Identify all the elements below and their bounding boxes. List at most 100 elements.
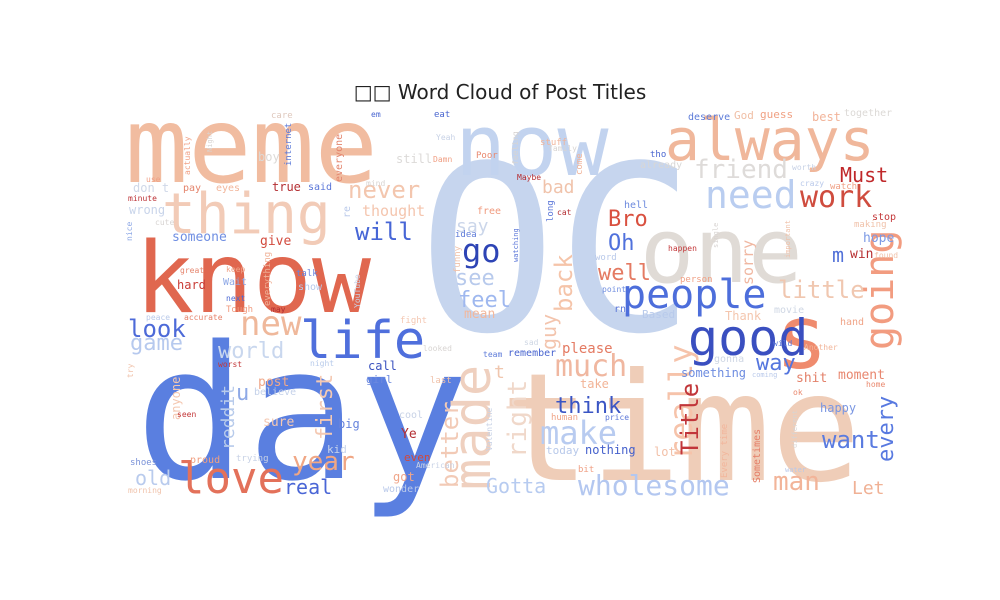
word-hope: hope [863, 231, 894, 246]
word-actually: actually [183, 136, 192, 175]
word-word: word [595, 253, 617, 263]
word-something: something [681, 366, 746, 380]
word-trying: trying [236, 454, 269, 464]
word-may: may [271, 305, 286, 314]
word-still: still [396, 152, 432, 166]
word-much: much [555, 349, 627, 384]
word-one: one [640, 199, 803, 304]
word-win: win [850, 247, 873, 262]
word-nothing: nothing [585, 443, 636, 457]
word-youtube: YouTube [353, 274, 362, 308]
word-sometimes: Sometimes [752, 429, 763, 483]
word-big: big [338, 417, 360, 431]
word-hard: hard [177, 278, 206, 292]
word-love: love [178, 453, 284, 504]
word-stuff: stuff [540, 138, 567, 148]
word-true: true [272, 180, 301, 194]
word-tough: Tough [226, 305, 253, 315]
word-reddit: reddit [218, 385, 239, 450]
word-free: free [477, 206, 501, 217]
word-already: already [640, 160, 682, 171]
word-stop: stop [872, 212, 896, 223]
word-year: year [292, 447, 355, 477]
word-best: best [812, 110, 841, 124]
word-happen: happen [668, 244, 697, 253]
word-friend: friend [694, 155, 788, 185]
word-last: last [430, 376, 452, 386]
word-idea: idea [455, 230, 477, 240]
word-guy: guy [537, 314, 561, 350]
word-girl: girl [366, 373, 393, 386]
word-sad: sad [524, 338, 539, 347]
word-believe: believe [254, 387, 296, 398]
word-going: going [857, 230, 903, 350]
word-wholesome: wholesome [578, 469, 730, 502]
word-every: every [874, 396, 899, 462]
word-feeling: feeling [511, 131, 520, 165]
word-wait: Wait [223, 277, 247, 288]
word-game: game [130, 331, 183, 356]
word-will: will [355, 218, 413, 246]
word-mind: mind [366, 179, 385, 188]
word-price: price [605, 413, 629, 422]
word-morning: morning [128, 486, 162, 495]
word-real: real [284, 475, 332, 499]
word-gonna: gonna [714, 354, 744, 365]
word-man: man [773, 467, 820, 497]
word-different: different [791, 410, 799, 448]
word-sure: sure [263, 415, 294, 430]
word-next: next [226, 294, 245, 303]
word-another: Another [804, 343, 838, 352]
word-deserve: deserve [688, 112, 730, 123]
word-moment: moment [838, 368, 885, 383]
word-everything: everything [263, 252, 273, 306]
word-worth: worth [792, 163, 816, 172]
word-take: take [580, 377, 609, 391]
word-call: call [368, 359, 397, 373]
word-s: s [775, 286, 828, 389]
word-seen: seen [177, 410, 196, 419]
word-always: always [665, 106, 875, 174]
word-tho: tho [650, 150, 666, 160]
word-well: well [598, 261, 651, 286]
word-look: look [128, 315, 186, 343]
word-give: give [260, 234, 291, 249]
word-try: try [126, 363, 135, 378]
word-back: back [550, 254, 578, 312]
word-cute: cute [155, 218, 174, 227]
word-point: point [602, 285, 626, 294]
word-feel: feel [458, 288, 511, 313]
chart-title: □□ Word Cloud of Post Titles [353, 80, 647, 104]
word-please: please [562, 341, 613, 357]
word-everyone: everyone [334, 134, 345, 182]
word-talk: talk [296, 269, 318, 279]
word-human: human [551, 413, 578, 423]
word-night: Night [206, 131, 214, 152]
word-found: found [874, 251, 898, 260]
word-worst: worst [218, 360, 242, 369]
word-looked: looked [423, 344, 452, 353]
word-great: great [180, 266, 204, 275]
word-make: make [540, 414, 617, 452]
word-must: Must [840, 163, 888, 187]
word-old: old [135, 466, 171, 490]
word-watching: watching [512, 228, 520, 262]
word-watch: watch [830, 182, 857, 192]
word-made: made [443, 365, 503, 490]
word-first: first [313, 374, 338, 440]
word-better: better [436, 401, 464, 488]
word-em: em [371, 110, 381, 119]
word-gotta: Gotta [486, 474, 546, 498]
word-accurate: accurate [184, 313, 223, 322]
word-show: show [298, 282, 323, 293]
word-making: making [854, 220, 887, 230]
word-post: post [258, 375, 289, 390]
word-shit: shit [796, 371, 827, 386]
word-kid: kid [327, 443, 347, 456]
word-fight: fight [400, 316, 427, 326]
word-m: m [832, 243, 844, 267]
word-way: way [756, 351, 796, 376]
word-bro: Bro [608, 207, 648, 232]
word-mean: mean [464, 307, 495, 322]
word-say: say [456, 216, 489, 237]
